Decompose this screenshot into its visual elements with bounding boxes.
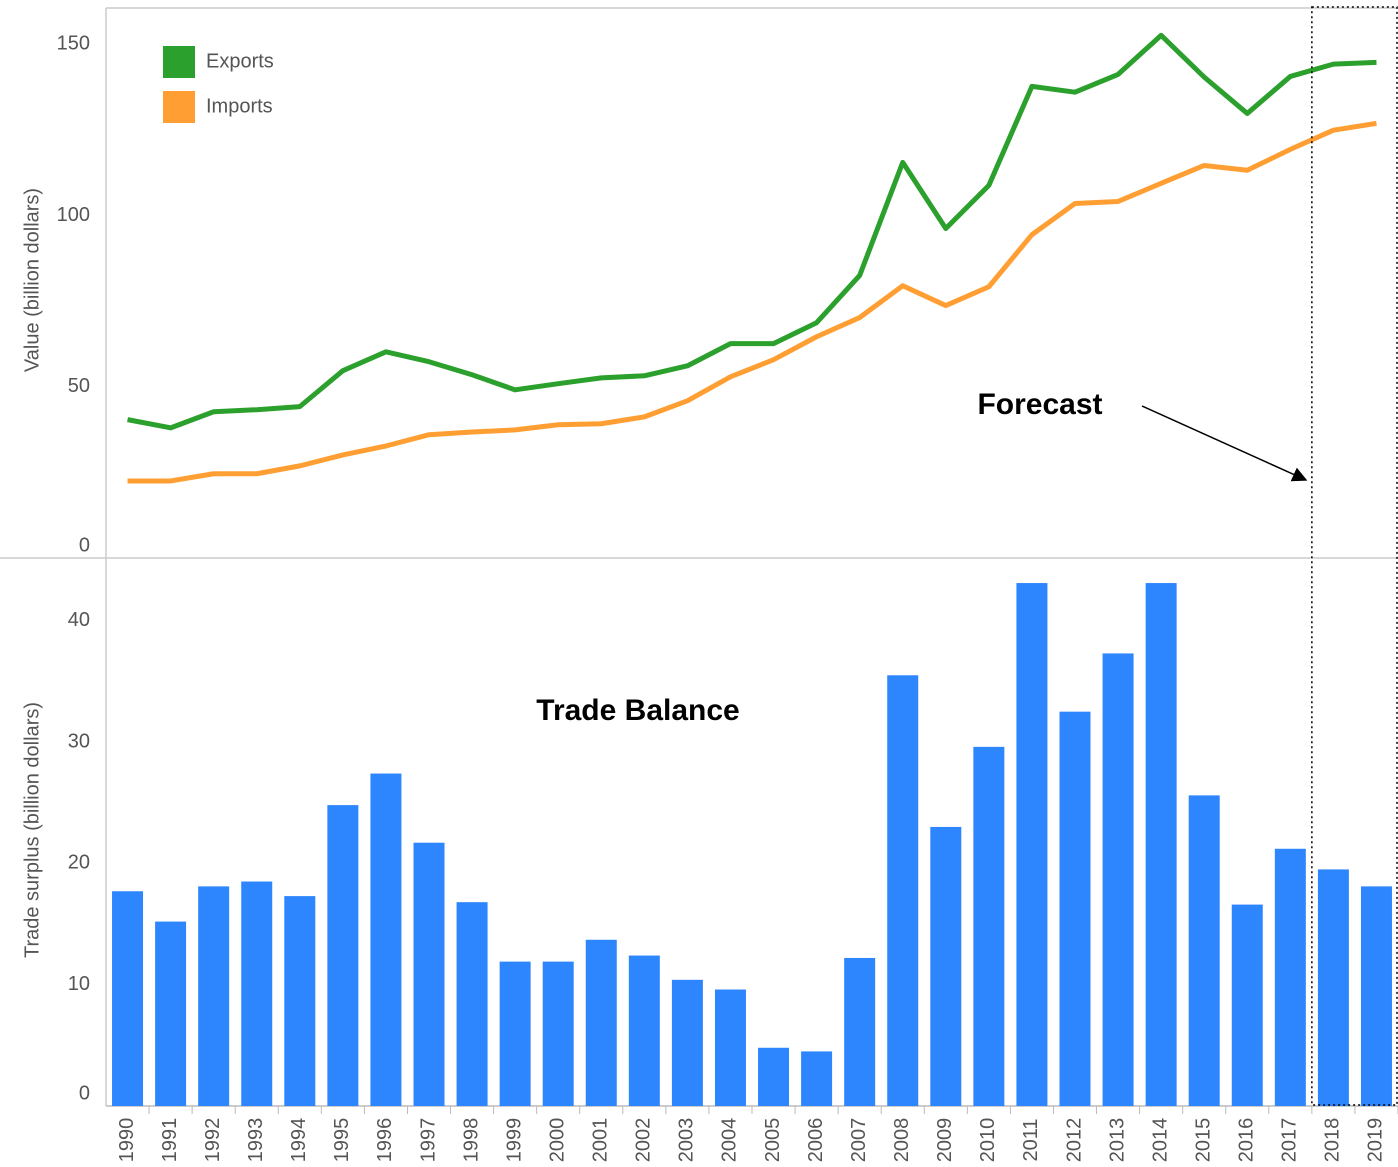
line xyxy=(127,120,1377,484)
bar xyxy=(628,955,660,1106)
x-tick-label: 1999 xyxy=(503,1118,525,1163)
x-tick-label: 1993 xyxy=(245,1118,267,1163)
y-tick-label: 30 xyxy=(68,730,90,752)
x-tick-label: 2017 xyxy=(1279,1118,1301,1163)
bar xyxy=(1102,653,1134,1106)
y-tick-label: 100 xyxy=(57,204,90,226)
x-tick-label: 1998 xyxy=(460,1118,482,1163)
bar xyxy=(1145,583,1177,1106)
bar xyxy=(542,961,574,1106)
bar xyxy=(1231,904,1263,1106)
annotation-arrow xyxy=(1141,405,1308,482)
x-tick-label: 2014 xyxy=(1149,1118,1171,1163)
y-axis-label: Value (billion dollars) xyxy=(21,188,43,372)
y-tick-label: 150 xyxy=(57,33,90,55)
x-tick-label: 1996 xyxy=(374,1118,396,1163)
chart-title: Trade Balance xyxy=(536,694,739,727)
x-tick-label: 2002 xyxy=(633,1118,655,1163)
y-tick-label: 40 xyxy=(68,609,90,631)
x-tick-label: 2013 xyxy=(1106,1118,1128,1163)
y-tick-label: 10 xyxy=(68,973,90,995)
y-tick-label: 0 xyxy=(79,1082,90,1104)
bar xyxy=(671,979,703,1106)
x-tick-label: 1991 xyxy=(159,1118,181,1163)
x-tick-label: 2019 xyxy=(1365,1118,1387,1163)
x-tick-label: 2012 xyxy=(1063,1118,1085,1163)
x-tick-label: 2015 xyxy=(1192,1118,1214,1163)
bar xyxy=(930,826,962,1106)
y-tick-label: 20 xyxy=(68,852,90,874)
bar xyxy=(241,881,273,1106)
bar xyxy=(1016,583,1048,1106)
forecast-region xyxy=(1311,6,1398,1106)
x-tick-label: 1992 xyxy=(202,1118,224,1163)
bar xyxy=(284,896,316,1106)
line xyxy=(127,32,1377,431)
y-tick-label: 0 xyxy=(79,534,90,556)
bar xyxy=(198,886,230,1106)
bar xyxy=(758,1047,790,1106)
x-tick-label: 1995 xyxy=(331,1118,353,1163)
x-tick-label: 2007 xyxy=(848,1118,870,1163)
bar xyxy=(844,957,876,1106)
bar xyxy=(112,891,144,1106)
bar xyxy=(370,773,402,1106)
bar xyxy=(801,1051,833,1106)
x-tick-label: 2005 xyxy=(762,1118,784,1163)
legend-swatch xyxy=(163,91,195,123)
x-tick-label: 2000 xyxy=(546,1118,568,1163)
legend-label: Exports xyxy=(206,50,274,72)
x-tick-label: 2010 xyxy=(977,1118,999,1163)
y-tick-label: 50 xyxy=(68,375,90,397)
bar xyxy=(499,961,531,1106)
x-tick-label: 2018 xyxy=(1322,1118,1344,1163)
x-tick-label: 1990 xyxy=(116,1118,138,1163)
x-tick-label: 2008 xyxy=(891,1118,913,1163)
x-tick-label: 2004 xyxy=(719,1118,741,1163)
x-tick-label: 1997 xyxy=(417,1118,439,1163)
x-tick-label: 2011 xyxy=(1020,1118,1042,1161)
legend-swatch xyxy=(163,46,195,78)
bar xyxy=(1274,848,1306,1106)
bar xyxy=(1360,886,1392,1106)
bar xyxy=(1059,711,1091,1106)
bar xyxy=(155,921,187,1106)
x-tick-label: 2009 xyxy=(934,1118,956,1163)
x-tick-label: 2006 xyxy=(805,1118,827,1163)
bar xyxy=(585,939,617,1106)
y-axis-label: Trade surplus (billion dollars) xyxy=(21,702,43,958)
legend-label: Imports xyxy=(206,95,273,117)
x-tick-label: 2001 xyxy=(590,1118,612,1163)
bar xyxy=(1188,795,1220,1106)
bar xyxy=(456,902,488,1106)
bar xyxy=(887,675,919,1106)
x-tick-label: 1994 xyxy=(288,1118,310,1163)
annotation: Forecast xyxy=(977,388,1102,421)
bar xyxy=(327,805,359,1106)
x-tick-label: 2003 xyxy=(676,1118,698,1163)
bar xyxy=(413,842,445,1106)
bar xyxy=(973,746,1005,1106)
bar xyxy=(714,989,746,1106)
x-tick-label: 2016 xyxy=(1236,1118,1258,1163)
bar xyxy=(1317,869,1349,1106)
